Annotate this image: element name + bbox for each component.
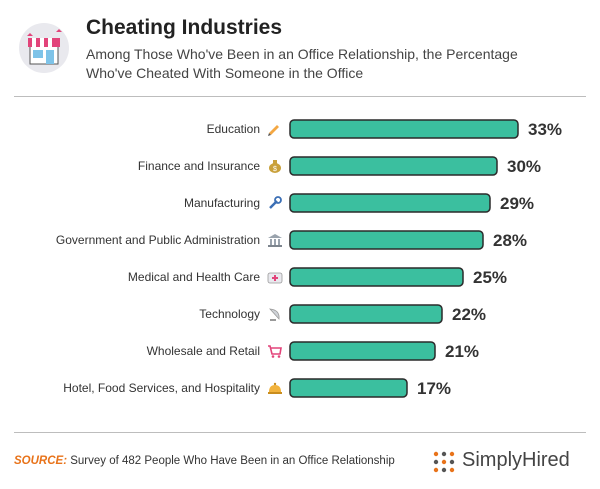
source-note: SOURCE: Survey of 482 People Who Have Be…: [14, 455, 395, 467]
value-label: 30%: [507, 157, 541, 176]
category-label: Manufacturing: [184, 196, 260, 210]
category-label: Hotel, Food Services, and Hospitality: [63, 381, 260, 395]
bar-chart: Education 33% Finance and Insurance $30% Man…: [56, 119, 562, 398]
wrench-icon: [269, 196, 282, 209]
satellite-dish-icon: [269, 308, 280, 321]
medical-kit-icon: [267, 272, 283, 284]
government-building-icon: [268, 234, 282, 247]
simplyhired-logo-icon: [433, 451, 455, 473]
value-label: 17%: [417, 379, 451, 398]
value-label: 29%: [500, 194, 534, 213]
storefront-hearts-icon: [19, 23, 69, 73]
bar: [289, 156, 498, 176]
header-divider: [14, 96, 586, 97]
shopping-cart-icon: [268, 345, 282, 358]
value-label: 28%: [493, 231, 527, 250]
category-label: Medical and Health Care: [128, 270, 260, 284]
source-label: SOURCE:: [14, 455, 68, 467]
bar: [289, 267, 464, 287]
brand-name: SimplyHired: [462, 449, 570, 471]
svg-text:$: $: [273, 166, 277, 173]
service-bell-icon: [268, 382, 282, 394]
value-label: 22%: [452, 305, 486, 324]
bar: [289, 304, 443, 324]
pencil-icon: [268, 125, 279, 136]
category-label: Government and Public Administration: [56, 233, 260, 247]
category-label: Education: [207, 122, 260, 136]
money-bag-icon: $: [269, 160, 281, 173]
value-label: 21%: [445, 342, 479, 361]
bar: [289, 230, 484, 250]
chart-subtitle: Among Those Who've Been in an Office Rel…: [86, 46, 518, 81]
bar: [289, 119, 519, 139]
source-text: Survey of 482 People Who Have Been in an…: [67, 455, 395, 467]
value-label: 25%: [473, 268, 507, 287]
bar: [289, 193, 491, 213]
footer-divider: [14, 432, 586, 433]
category-label: Finance and Insurance: [138, 159, 260, 173]
category-label: Technology: [199, 307, 260, 321]
bar: [289, 341, 436, 361]
chart-title: Cheating Industries: [86, 16, 283, 39]
category-label: Wholesale and Retail: [147, 344, 260, 358]
value-label: 33%: [528, 120, 562, 139]
chart-header: Cheating Industries Among Those Who've B…: [14, 12, 586, 92]
bar: [289, 378, 408, 398]
